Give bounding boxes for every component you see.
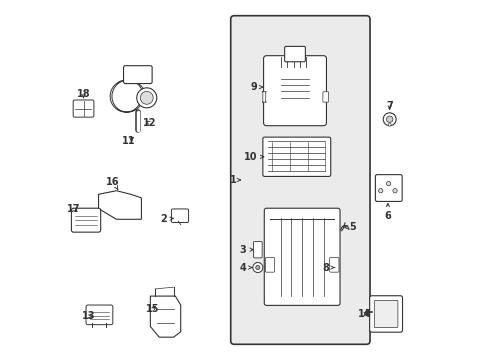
FancyBboxPatch shape (86, 305, 113, 325)
Circle shape (383, 113, 396, 126)
FancyBboxPatch shape (123, 66, 152, 84)
FancyBboxPatch shape (73, 100, 94, 117)
Text: 9: 9 (250, 82, 263, 92)
FancyBboxPatch shape (374, 300, 398, 328)
FancyBboxPatch shape (72, 208, 100, 232)
FancyBboxPatch shape (369, 296, 402, 332)
Text: 2: 2 (161, 214, 173, 224)
FancyBboxPatch shape (323, 92, 329, 102)
Circle shape (256, 265, 260, 270)
Text: 1: 1 (230, 175, 241, 185)
FancyBboxPatch shape (375, 175, 402, 202)
FancyBboxPatch shape (172, 209, 189, 222)
Circle shape (387, 181, 391, 186)
Circle shape (393, 189, 397, 193)
FancyBboxPatch shape (253, 242, 262, 258)
Text: 6: 6 (385, 203, 391, 221)
Text: 13: 13 (82, 311, 95, 321)
Circle shape (140, 91, 153, 104)
Circle shape (253, 262, 263, 273)
FancyBboxPatch shape (264, 56, 326, 126)
Circle shape (387, 116, 393, 122)
Text: 17: 17 (67, 203, 80, 213)
Text: 12: 12 (143, 118, 156, 128)
Circle shape (379, 189, 383, 193)
Text: 14: 14 (358, 309, 371, 319)
Text: 3: 3 (240, 245, 253, 255)
Text: 4: 4 (240, 262, 252, 273)
Circle shape (388, 123, 391, 126)
FancyBboxPatch shape (262, 92, 267, 102)
FancyBboxPatch shape (330, 257, 339, 272)
Text: 8: 8 (322, 262, 335, 273)
FancyBboxPatch shape (266, 257, 275, 272)
Text: 11: 11 (122, 136, 135, 147)
Text: 10: 10 (244, 152, 264, 162)
FancyBboxPatch shape (263, 137, 331, 176)
Circle shape (137, 88, 157, 108)
FancyBboxPatch shape (231, 16, 370, 344)
FancyBboxPatch shape (264, 208, 340, 305)
Text: 15: 15 (146, 304, 160, 314)
Text: 16: 16 (106, 177, 120, 190)
Text: 18: 18 (77, 89, 90, 99)
Text: 7: 7 (386, 101, 393, 111)
FancyBboxPatch shape (285, 46, 305, 62)
Text: 5: 5 (344, 222, 356, 232)
